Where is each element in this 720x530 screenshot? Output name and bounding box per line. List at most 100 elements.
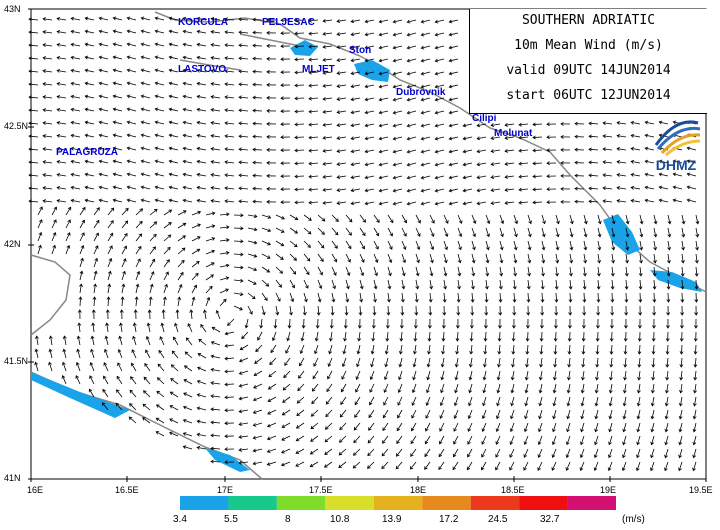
wind-arrow-head (345, 298, 350, 303)
wind-arrow-shaft (452, 461, 459, 470)
wind-arrow-shaft (624, 370, 627, 380)
wind-arrow-head (168, 172, 173, 177)
wind-arrow-head (42, 134, 46, 139)
wind-arrow-head (409, 466, 414, 470)
wind-arrow-shaft (173, 337, 179, 346)
wind-arrow-head (322, 83, 326, 88)
legend-swatch (470, 496, 520, 510)
wind-arrow-head (327, 363, 332, 367)
wind-arrow-head (308, 44, 312, 49)
wind-arrow-head (546, 135, 550, 140)
wind-arrow-head (112, 133, 117, 138)
title-variable: 10m Mean Wind (m/s) (514, 38, 663, 53)
wind-arrow-shaft (113, 186, 123, 190)
wind-arrow-shaft (421, 32, 431, 36)
wind-arrow-shaft (659, 160, 669, 164)
wind-arrow-shaft (327, 370, 333, 380)
wind-arrow-shaft (356, 370, 361, 380)
wind-arrow-head (624, 299, 629, 303)
wind-arrow-shaft (421, 19, 431, 23)
wind-arrow-head (336, 201, 341, 205)
wind-arrow-head (653, 246, 658, 251)
wind-arrow-head (239, 358, 243, 363)
wind-arrow-head (412, 376, 416, 381)
wind-arrow-shaft (397, 409, 403, 419)
wind-arrow-shaft (197, 407, 207, 411)
wind-arrow-head (126, 185, 131, 190)
wind-arrow-head (381, 452, 386, 457)
wind-arrow-head (103, 348, 108, 353)
wind-arrow-shaft (113, 95, 123, 99)
wind-arrow-shaft (50, 336, 53, 346)
wind-arrow-shaft (233, 279, 243, 282)
wind-arrow-head (301, 325, 306, 329)
wind-arrow-shaft (37, 206, 43, 216)
wind-arrow-head (126, 120, 131, 125)
wind-arrow-head (399, 325, 404, 329)
wind-arrow-head (402, 246, 407, 250)
wind-arrow-shaft (463, 149, 473, 153)
wind-arrow-head (154, 81, 159, 86)
wind-arrow-head (128, 416, 133, 421)
wind-arrow-shaft (239, 435, 249, 438)
wind-arrow-shaft (210, 460, 221, 463)
wind-arrow-shaft (611, 266, 614, 276)
wind-arrow-head (560, 121, 564, 126)
wind-arrow-shaft (186, 337, 193, 346)
wind-arrow-shaft (468, 396, 473, 406)
wind-arrow-head (84, 81, 89, 86)
wind-arrow-head (439, 415, 444, 419)
wind-arrow-shaft (287, 331, 291, 341)
wind-arrow-head (443, 285, 447, 290)
coast-line (179, 59, 241, 71)
wind-arrow-head (602, 147, 606, 152)
wind-arrow-shaft (141, 160, 151, 164)
wind-arrow-shaft (225, 18, 235, 21)
wind-arrow-shaft (513, 266, 516, 276)
wind-arrow-head (540, 286, 545, 290)
wind-arrow-head (454, 363, 459, 368)
wind-arrow-shaft (638, 357, 641, 367)
wind-arrow-head (118, 335, 123, 340)
wind-arrow-shaft (169, 432, 179, 437)
wind-arrow-head (239, 306, 243, 311)
wind-arrow-head (425, 389, 430, 394)
wind-arrow-head (226, 212, 230, 217)
wind-arrow-shaft (673, 186, 683, 190)
wind-arrow-shaft (239, 461, 249, 464)
wind-arrow-shaft (680, 383, 683, 393)
wind-arrow-shaft (135, 233, 142, 242)
wind-arrow-head (182, 29, 187, 34)
wind-arrow-head (560, 186, 564, 191)
wind-arrow-shaft (538, 409, 543, 419)
wind-arrow-shaft (309, 188, 319, 191)
wind-arrow-head (196, 81, 201, 86)
wind-arrow-head (476, 175, 481, 180)
wind-arrow-head (151, 258, 156, 263)
wind-arrow-head (252, 134, 256, 139)
wind-arrow-head (524, 376, 529, 381)
wind-arrow-shaft (381, 461, 389, 469)
wind-arrow-shaft (309, 123, 319, 126)
wind-arrow-head (581, 338, 586, 342)
wind-arrow-shaft (331, 266, 337, 276)
wind-arrow-shaft (337, 201, 347, 204)
wind-arrow-head (658, 133, 663, 138)
wind-arrow-head (553, 364, 558, 368)
wind-arrow-shaft (371, 344, 375, 354)
wind-arrow-head (98, 42, 103, 47)
wind-arrow-head (117, 348, 122, 353)
wind-arrow-shaft (99, 17, 109, 21)
wind-arrow-shaft (99, 43, 109, 47)
wind-arrow-head (595, 376, 599, 381)
wind-arrow-head (678, 415, 683, 420)
wind-arrow-shaft (183, 108, 193, 112)
wind-arrow-shaft (553, 383, 557, 393)
wind-arrow-head (116, 375, 121, 380)
wind-arrow-head (210, 446, 214, 451)
wind-arrow-shaft (694, 370, 697, 380)
wind-arrow-head (112, 16, 117, 21)
wind-arrow-head (224, 199, 228, 204)
wind-arrow-head (42, 17, 46, 22)
wind-arrow-shaft (211, 148, 221, 151)
